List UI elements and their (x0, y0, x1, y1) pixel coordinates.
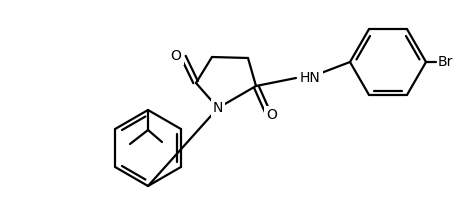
Text: HN: HN (300, 71, 321, 85)
Text: Br: Br (438, 55, 453, 69)
Text: O: O (266, 108, 277, 122)
Text: N: N (213, 101, 223, 115)
Text: O: O (171, 49, 182, 63)
